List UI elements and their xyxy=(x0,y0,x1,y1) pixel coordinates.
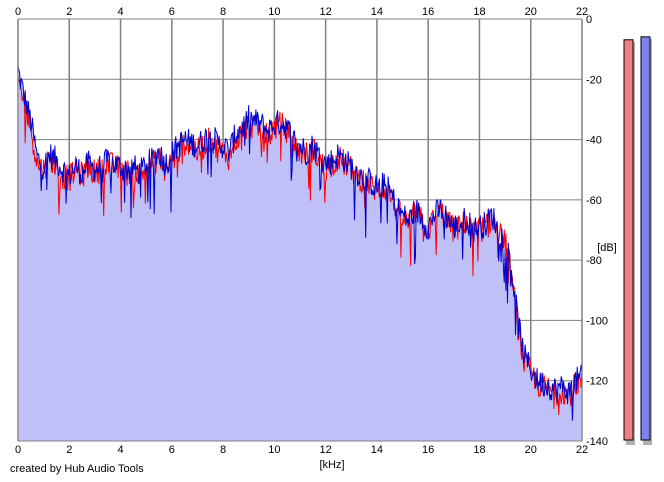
x-tick-label-top: 22 xyxy=(576,6,588,18)
x-tick-label-top: 8 xyxy=(220,6,226,18)
x-tick-label-bottom: 22 xyxy=(576,444,588,456)
y-axis-right: 0 -20 -40 -60 -80 -100 -120 -140 xyxy=(586,14,608,448)
series-line-right xyxy=(17,65,583,421)
y-tick-label: -20 xyxy=(586,74,602,86)
x-tick-label-top: 14 xyxy=(371,6,383,18)
x-tick-label-top: 12 xyxy=(320,6,332,18)
x-tick-label-top: 10 xyxy=(268,6,280,18)
level-meter-left xyxy=(623,39,634,441)
y-tick-label: 0 xyxy=(586,14,592,26)
y-axis-label: [dB] xyxy=(597,242,617,254)
plot-border xyxy=(17,18,583,442)
x-tick-label-top: 20 xyxy=(525,6,537,18)
x-tick-label-top: 2 xyxy=(66,6,72,18)
x-axis-bottom: 0 2 4 6 8 10 12 14 16 18 20 22 xyxy=(15,444,588,456)
credit-text: created by Hub Audio Tools xyxy=(10,463,144,475)
x-tick-label-bottom: 6 xyxy=(169,444,175,456)
x-axis-label: [kHz] xyxy=(319,459,344,471)
series-line-left xyxy=(17,78,583,416)
y-tick-label: -60 xyxy=(586,195,602,207)
x-tick-label-bottom: 10 xyxy=(268,444,280,456)
x-tick-label-bottom: 0 xyxy=(15,444,21,456)
x-tick-label-top: 18 xyxy=(473,6,485,18)
x-tick-label-top: 4 xyxy=(117,6,123,18)
x-axis-top: 0 2 4 6 8 10 12 14 16 18 20 22 xyxy=(15,6,588,18)
level-meters xyxy=(623,36,652,446)
x-tick-label-top: 0 xyxy=(15,6,21,18)
plot-frame xyxy=(17,18,583,442)
x-tick-label-bottom: 18 xyxy=(473,444,485,456)
y-tick-label: -100 xyxy=(586,315,608,327)
series-group xyxy=(17,65,583,441)
x-tick-label-bottom: 8 xyxy=(220,444,226,456)
x-tick-label-bottom: 20 xyxy=(525,444,537,456)
y-tick-label: -140 xyxy=(586,436,608,448)
x-tick-label-top: 6 xyxy=(169,6,175,18)
y-tick-label: -80 xyxy=(586,255,602,267)
x-tick-label-bottom: 12 xyxy=(320,444,332,456)
y-tick-label: -120 xyxy=(586,376,608,388)
level-meter-right xyxy=(640,36,651,441)
x-tick-label-bottom: 4 xyxy=(117,444,123,456)
x-tick-label-top: 16 xyxy=(422,6,434,18)
y-tick-label: -40 xyxy=(586,135,602,147)
x-tick-label-bottom: 2 xyxy=(66,444,72,456)
x-tick-label-bottom: 14 xyxy=(371,444,383,456)
x-tick-label-bottom: 16 xyxy=(422,444,434,456)
